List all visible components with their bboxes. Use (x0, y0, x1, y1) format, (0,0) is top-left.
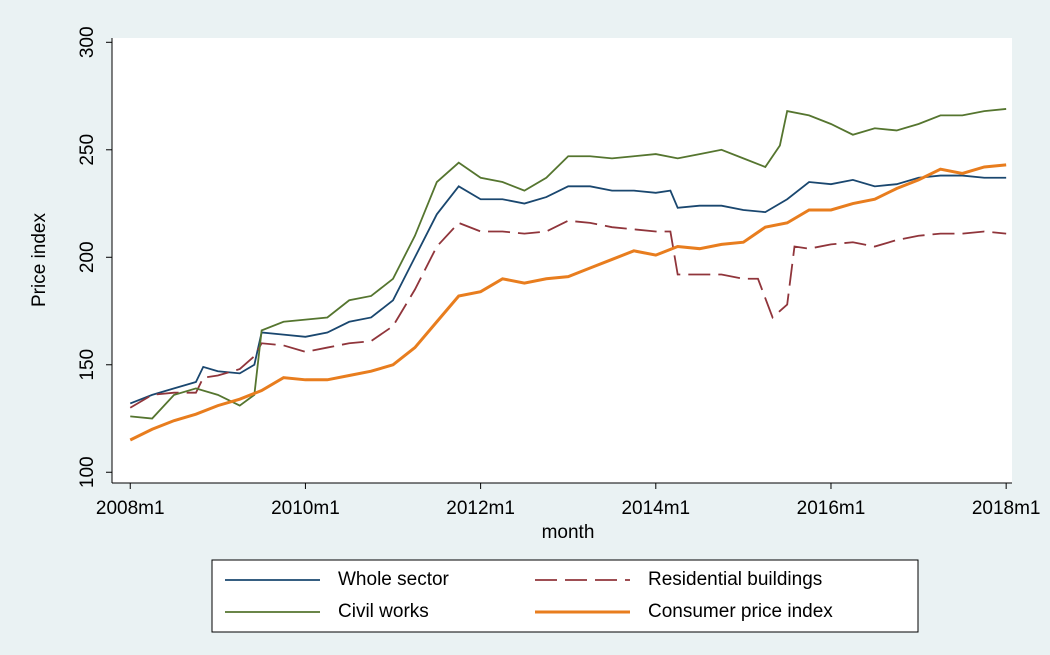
y-tick-label: 200 (77, 241, 98, 273)
series-line (130, 108, 1007, 420)
x-tick-label: 2010m1 (271, 498, 340, 519)
y-tick-label: 100 (77, 456, 98, 488)
plot-area (112, 38, 1012, 483)
legend-label: Civil works (338, 601, 429, 622)
legend-label: Consumer price index (648, 601, 833, 622)
x-axis-label: month (542, 522, 595, 543)
y-axis-label: Price index (29, 213, 50, 307)
legend (211, 559, 919, 633)
series-line (129, 219, 1007, 409)
y-tick-label: 150 (77, 349, 98, 381)
legend-label: Whole sector (338, 569, 450, 590)
x-tick-label: 2008m1 (96, 498, 165, 519)
x-tick-label: 2018m1 (972, 498, 1041, 519)
series-line (129, 174, 1007, 405)
y-tick-label: 250 (77, 134, 98, 166)
x-tick-label: 2014m1 (621, 498, 690, 519)
series-line (129, 163, 1007, 442)
x-tick-label: 2016m1 (797, 498, 866, 519)
x-tick-label: 2012m1 (446, 498, 515, 519)
legend-label: Residential buildings (648, 569, 822, 590)
y-tick-label: 300 (77, 26, 98, 58)
